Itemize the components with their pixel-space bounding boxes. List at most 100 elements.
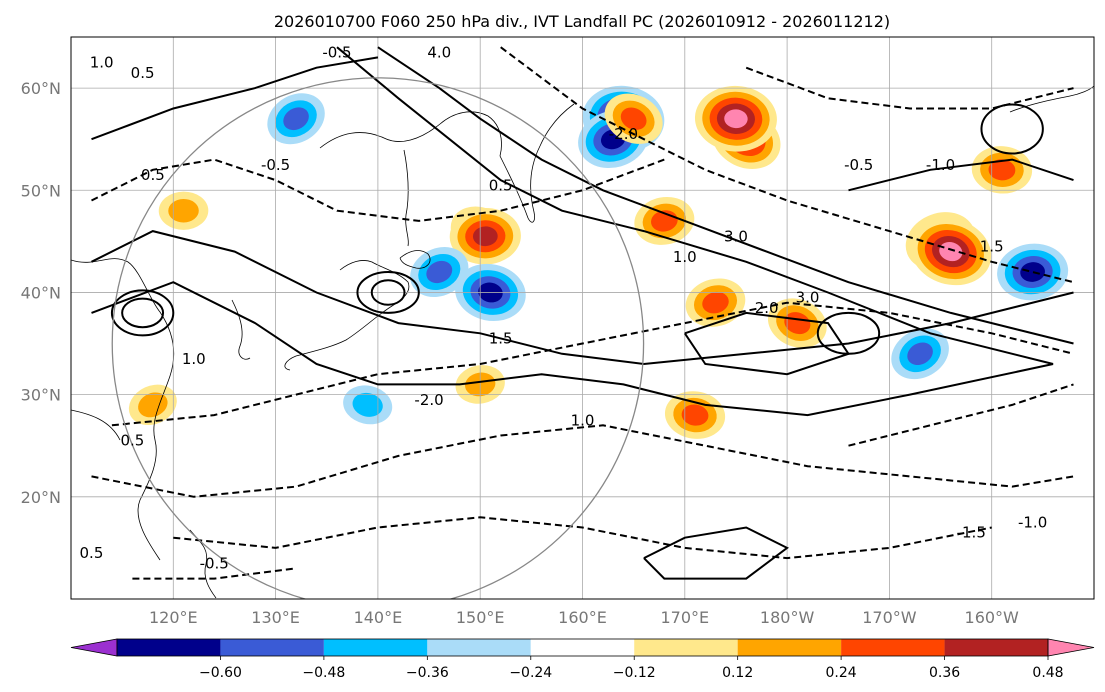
contour-line-negative: [111, 301, 1074, 427]
map-area: 1.0 0.5 0.5 -0.5 -0.5 4.0 0.5 1.0 3.0 -0.5 1.5 3.0 -…: [71, 37, 1094, 599]
contours: [91, 46, 1074, 580]
contour-line-positive: [336, 46, 1054, 365]
contour-line-negative: [91, 158, 665, 222]
colorbar-bin: [530, 639, 635, 656]
shaded-region: [472, 226, 498, 247]
contour-label: 2.0: [755, 299, 779, 317]
shaded-region: [681, 404, 709, 426]
colorbar-bin: [634, 639, 738, 656]
y-tick-label: 20°N: [21, 488, 61, 507]
chart-title: 2026010700 F060 250 hPa div., IVT Landfa…: [274, 12, 890, 31]
contour-label: 0.5: [131, 64, 155, 82]
coastline-sakhalin: [403, 149, 409, 247]
x-tick-label: 130°E: [251, 608, 300, 627]
colorbar-tick-label: −0.36: [406, 665, 449, 681]
contour-line-positive: [91, 56, 379, 141]
coastline-okhotsk: [319, 111, 502, 157]
coastline-hokkaido: [399, 250, 431, 269]
contour-label: 0.5: [141, 166, 165, 184]
coastline-kamchatka: [499, 103, 575, 223]
colorbar-tick-label: −0.60: [199, 665, 242, 681]
contour-line-negative: [91, 424, 1074, 498]
colorbar-extend-low: [70, 638, 118, 657]
contour-label: 1.0: [673, 248, 697, 266]
divergence-shading: [128, 85, 1069, 439]
y-tick-label: 50°N: [21, 181, 61, 200]
contour-label: 3.0: [796, 289, 820, 307]
shaded-region: [724, 109, 748, 129]
shaded-region: [988, 159, 1016, 181]
contour-label: 0.5: [120, 432, 144, 450]
colorbar-frame: [116, 638, 1049, 657]
colorbar-tick-label: −0.24: [509, 665, 552, 681]
colorbar-tick-label: 0.12: [722, 665, 753, 681]
y-tick-label: 30°N: [21, 386, 61, 405]
coastline-japan: [284, 260, 410, 371]
contour-line-negative: [173, 516, 992, 560]
colorbar-bin: [117, 639, 221, 656]
contour-label: 1.0: [182, 350, 206, 368]
coastline-korea: [231, 299, 251, 360]
contour-label: 0.5: [80, 544, 104, 562]
y-tick-label: 40°N: [21, 283, 61, 302]
x-tick-label: 140°E: [354, 608, 403, 627]
colorbar-extend-high: [1047, 638, 1095, 657]
contour-line-positive: [848, 158, 1074, 192]
colorbar-bin: [944, 639, 1048, 656]
contour-loop: [980, 103, 1044, 155]
shaded-region: [426, 260, 453, 284]
colorbar-bin: [323, 639, 428, 656]
contour-label: 3.0: [724, 227, 748, 245]
contour-label: 4.0: [427, 43, 451, 61]
contour-label: -2.0: [414, 391, 443, 409]
x-tick-label: 160°E: [558, 608, 607, 627]
coastlines: [71, 85, 1094, 599]
shaded-region: [138, 392, 168, 418]
shaded-region: [702, 291, 729, 314]
shaded-region: [352, 392, 383, 417]
colorbar-bin: [427, 639, 531, 656]
contour-label: -0.5: [200, 554, 229, 572]
colorbar-tick-label: 0.24: [826, 665, 857, 681]
shaded-region: [283, 107, 309, 131]
contour-loop: [370, 279, 406, 306]
contour-loop: [121, 297, 165, 329]
colorbar-tick-label: 0.48: [1032, 665, 1063, 681]
y-axis-ticks: 20°N 30°N 40°N 50°N 60°N: [21, 79, 61, 507]
contour-line-negative: [132, 567, 297, 580]
x-tick-label: 120°E: [149, 608, 198, 627]
colorbar-tick-label: −0.48: [302, 665, 345, 681]
coastline-alaska: [1009, 85, 1094, 113]
contour-line-positive: [643, 526, 789, 580]
colorbar: −0.60 −0.48 −0.36 −0.24 −0.12 0.12 0.24 0.36 0.4…: [70, 638, 1095, 681]
colorbar-bin: [220, 639, 324, 656]
colorbar-bin: [737, 639, 842, 656]
shaded-region: [620, 107, 647, 130]
shaded-region: [939, 241, 963, 262]
shaded-region: [168, 198, 199, 223]
contour-label: -1.0: [926, 156, 955, 174]
map-frame: [70, 36, 1095, 600]
contour-line-negative: [745, 66, 1074, 110]
contour-label: -1.0: [1018, 513, 1047, 531]
contour-label: -0.5: [322, 43, 351, 61]
contour-line-positive: [91, 281, 1054, 417]
contour-loop: [816, 311, 881, 355]
x-tick-label: 170°E: [660, 608, 709, 627]
contour-label: -0.5: [261, 156, 290, 174]
contour-label: -1.5: [957, 524, 986, 542]
colorbar-tick-label: 0.36: [929, 665, 960, 681]
contour-labels: 1.0 0.5 0.5 -0.5 -0.5 4.0 0.5 1.0 3.0 -0.5 1.5 3.0 -…: [80, 43, 1048, 572]
contour-line-positive: [91, 230, 1074, 366]
contour-line-negative: [848, 383, 1074, 447]
contour-label: 1.5: [980, 238, 1004, 256]
coastline-asia: [71, 258, 175, 561]
contour-label: -0.5: [844, 156, 873, 174]
shaded-region: [907, 342, 933, 366]
colorbar-tick-label: −0.12: [613, 665, 656, 681]
contour-label: 1.0: [90, 54, 114, 72]
contour-label: -2.0: [609, 125, 638, 143]
x-tick-label: 170°W: [862, 608, 917, 627]
shaded-region: [1020, 262, 1045, 282]
